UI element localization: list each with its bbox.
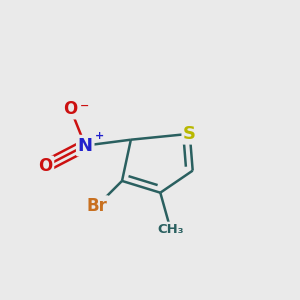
Text: Br: Br [87, 197, 107, 215]
Text: O: O [63, 100, 78, 118]
Text: +: + [95, 131, 104, 141]
Text: N: N [78, 136, 93, 154]
Text: O: O [38, 157, 52, 175]
Text: −: − [80, 101, 89, 111]
Text: CH₃: CH₃ [158, 223, 184, 236]
Text: S: S [183, 125, 196, 143]
